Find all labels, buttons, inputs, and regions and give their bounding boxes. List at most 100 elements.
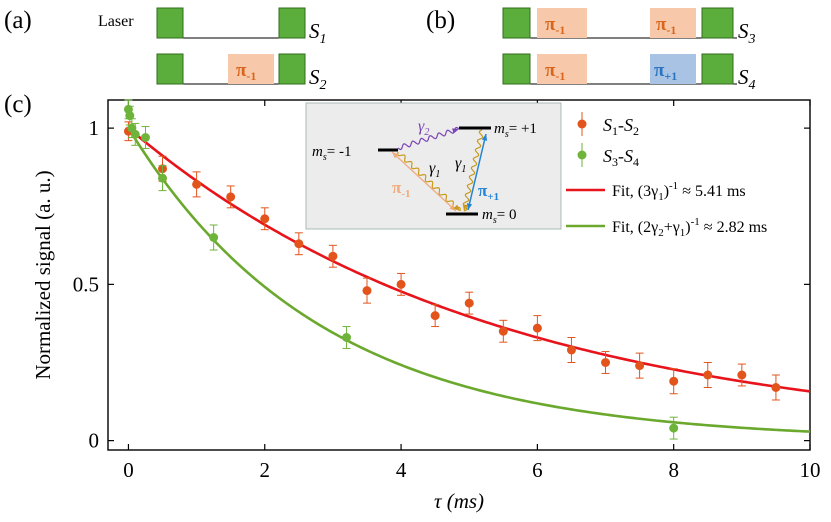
data-point-s1-s2 bbox=[601, 358, 611, 367]
laser-pulse bbox=[701, 7, 734, 39]
pi-minus-arrowhead bbox=[449, 204, 456, 211]
legend-item-fit-red: Fit, (3γ1)-1 ≈ 5.41 ms bbox=[566, 180, 746, 203]
data-point-s1-s2 bbox=[464, 298, 474, 308]
label-ms-minus1: ms= -1 bbox=[312, 144, 351, 163]
pi-minus-transition-arrow bbox=[391, 151, 457, 212]
fit-curve-green bbox=[127, 127, 811, 433]
panel-c-label: (c) bbox=[4, 91, 32, 118]
pi-plus-label: π+1 bbox=[654, 60, 677, 83]
data-point-s1-s2 bbox=[362, 286, 372, 296]
laser-pulse bbox=[156, 53, 184, 85]
x-tick-label: 10 bbox=[800, 458, 821, 482]
pi-minus-label: π-1 bbox=[545, 60, 565, 83]
x-tick-label: 8 bbox=[668, 458, 679, 482]
laser-pulse bbox=[156, 7, 184, 39]
pi-plus-arrowhead bbox=[481, 134, 488, 141]
data-point-s3-s4 bbox=[342, 333, 352, 342]
panel-b: (b) π-1 π-1 S3 π-1 π+1 S4 bbox=[426, 7, 756, 93]
fit-curve-red bbox=[127, 127, 811, 393]
data-point-s1-s2 bbox=[260, 214, 270, 224]
gamma1-relaxation-right bbox=[462, 129, 484, 212]
laser-pulse bbox=[502, 7, 531, 39]
legend-label-fit-red: Fit, (3γ1)-1 ≈ 5.41 ms bbox=[612, 180, 746, 203]
data-point-s3-s4 bbox=[140, 133, 150, 142]
pi-plus-pulse bbox=[650, 54, 696, 84]
pi-minus-pulse bbox=[650, 8, 696, 38]
gamma2-arrowhead bbox=[452, 128, 459, 134]
data-point-s1-s2 bbox=[498, 326, 508, 336]
inset-background bbox=[305, 102, 562, 230]
pi-minus-label: π-1 bbox=[545, 14, 565, 37]
data-point-s1-s2 bbox=[328, 251, 338, 261]
label-ms-0: ms= 0 bbox=[482, 207, 516, 226]
pi-plus-arrowhead bbox=[466, 203, 473, 210]
legend-marker-s3-s4 bbox=[577, 150, 587, 160]
gamma2-label: γ2 bbox=[418, 118, 429, 138]
pi-minus-arrowhead bbox=[392, 152, 399, 159]
data-point-s3-s4 bbox=[125, 111, 135, 121]
pi-minus-label: π-1 bbox=[236, 60, 256, 83]
legend-label-fit-green: Fit, (2γ2+γ1)-1 ≈ 2.82 ms bbox=[612, 216, 767, 239]
row-label-s2: S2 bbox=[309, 65, 327, 93]
data-point-s1-s2 bbox=[430, 311, 440, 321]
data-point-s1-s2 bbox=[192, 179, 202, 189]
y-tick-label: 0 bbox=[89, 429, 100, 453]
data-point-s1-s2 bbox=[396, 279, 406, 289]
plot-frame bbox=[107, 99, 811, 451]
laser-pulse bbox=[502, 53, 531, 85]
gamma1-left-label: γ1 bbox=[429, 160, 440, 180]
pi-minus-inset-label: π-1 bbox=[392, 178, 411, 200]
data-points bbox=[123, 99, 781, 440]
legend-item-s3-s4: S3-S4 bbox=[577, 143, 639, 169]
pi-minus-pulse bbox=[537, 54, 587, 84]
pi-plus-inset-label: π+1 bbox=[478, 181, 499, 203]
data-point-s1-s2 bbox=[737, 370, 747, 380]
legend-item-s1-s2: S1-S2 bbox=[577, 112, 639, 138]
row-label-s3: S3 bbox=[738, 19, 756, 47]
label-ms-plus1: ms= +1 bbox=[494, 121, 537, 140]
pi-minus-label: π-1 bbox=[656, 14, 676, 37]
laser-pulse bbox=[701, 53, 734, 85]
plot: 0 2 4 6 8 10 0 0.5 1 τ (ms) Normalized signal (a… bbox=[31, 99, 821, 513]
axis-ticks: 0 2 4 6 8 10 0 0.5 1 bbox=[73, 100, 821, 482]
row-label-s1: S1 bbox=[309, 19, 327, 47]
x-tick-label: 4 bbox=[396, 458, 407, 482]
y-axis-label: Normalized signal (a. u.) bbox=[31, 170, 55, 379]
data-point-s1-s2 bbox=[226, 192, 236, 202]
panel-b-label: (b) bbox=[426, 7, 455, 34]
laser-pulse bbox=[278, 53, 306, 85]
gamma2-relaxation bbox=[397, 126, 460, 151]
data-point-s1-s2 bbox=[703, 370, 713, 380]
pi-plus-transition-arrow bbox=[467, 133, 487, 211]
panel-a-label: (a) bbox=[4, 7, 32, 34]
legend-marker-s1-s2 bbox=[577, 119, 587, 129]
y-tick-label: 0.5 bbox=[73, 272, 99, 296]
panel-a: (a) Laser S1 π-1 S2 bbox=[4, 7, 327, 93]
data-point-s1-s2 bbox=[669, 376, 679, 386]
pi-minus-pulse bbox=[537, 8, 587, 38]
data-point-s3-s4 bbox=[130, 129, 140, 139]
laser-pulse bbox=[278, 7, 306, 39]
laser-label: Laser bbox=[98, 13, 134, 30]
data-point-s1-s2 bbox=[771, 383, 781, 392]
gamma1-relaxation-left bbox=[397, 151, 461, 212]
data-point-s3-s4 bbox=[669, 423, 679, 433]
data-point-s1-s2 bbox=[532, 323, 542, 333]
data-point-s1-s2 bbox=[566, 345, 576, 355]
fit-curves bbox=[127, 127, 811, 433]
data-point-s1-s2 bbox=[635, 361, 645, 371]
data-point-s1-s2 bbox=[294, 239, 304, 249]
gamma1-arrowhead bbox=[453, 204, 460, 211]
gamma1-right-label: γ1 bbox=[455, 155, 466, 175]
x-tick-label: 6 bbox=[532, 458, 543, 482]
row-label-s4: S4 bbox=[738, 65, 756, 93]
x-tick-label: 2 bbox=[260, 458, 271, 482]
x-axis-label: τ (ms) bbox=[434, 489, 484, 513]
pi-minus-pulse bbox=[228, 54, 274, 84]
legend-label-s3-s4: S3-S4 bbox=[603, 146, 639, 169]
gamma1-arrowhead bbox=[462, 204, 469, 211]
y-tick-label: 1 bbox=[89, 116, 100, 140]
data-point-s3-s4 bbox=[209, 233, 219, 242]
legend-item-fit-green: Fit, (2γ2+γ1)-1 ≈ 2.82 ms bbox=[566, 216, 767, 239]
